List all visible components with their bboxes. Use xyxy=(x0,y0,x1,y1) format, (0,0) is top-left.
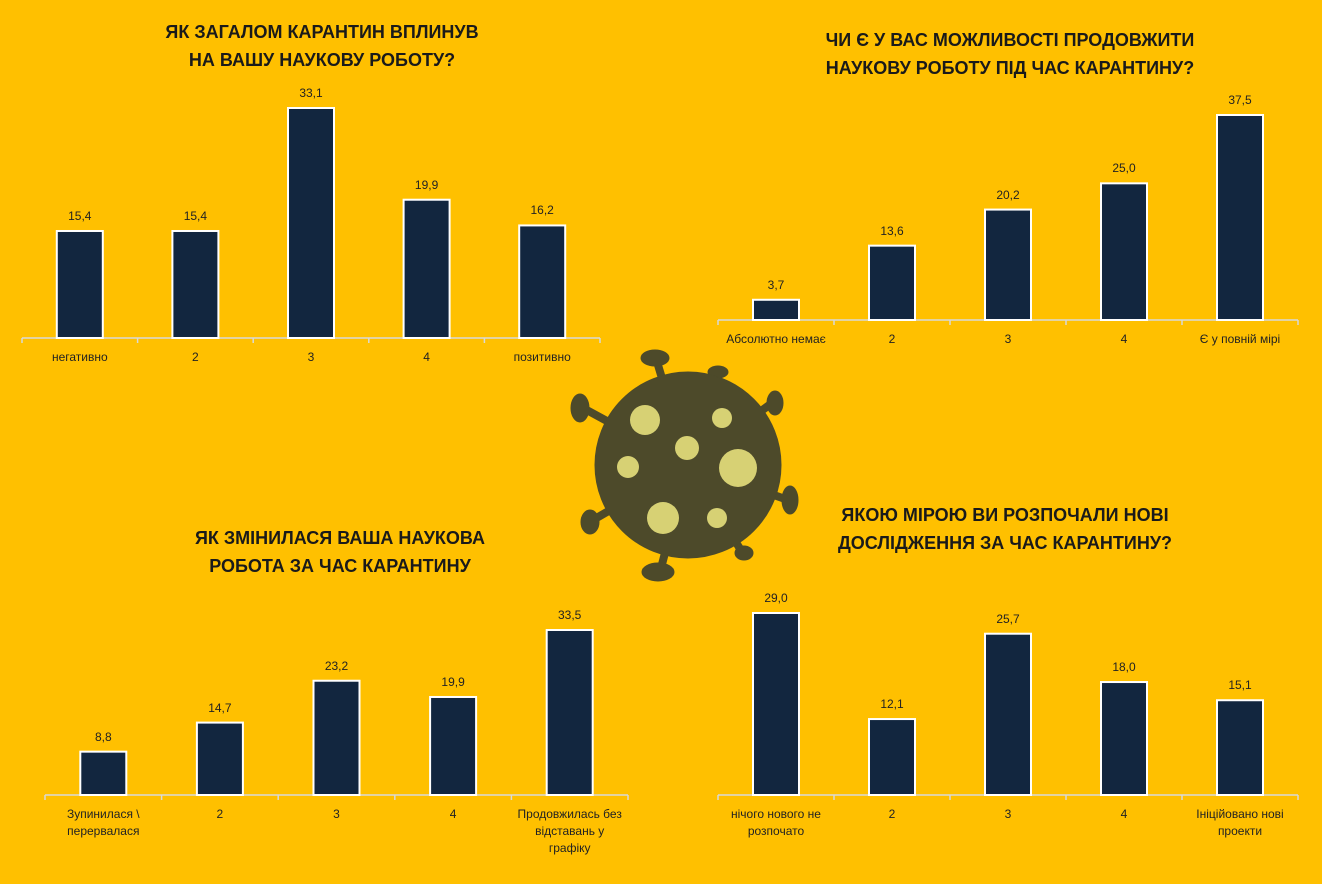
value-label: 33,1 xyxy=(299,86,323,100)
value-label: 25,0 xyxy=(1112,161,1136,176)
x-tick-label: 3 xyxy=(1004,807,1012,821)
x-tick-label: 4 xyxy=(1120,807,1128,821)
value-label: 3,7 xyxy=(767,277,785,292)
bar xyxy=(1100,182,1148,321)
bar xyxy=(171,229,220,339)
x-tick-label: Ініційовано нові проекти xyxy=(1196,807,1284,838)
x-tick-label: Зупинилася \ перервалася xyxy=(66,807,140,838)
x-tick-label: нічого нового не розпочато xyxy=(731,807,821,838)
x-tick-label: Є у повній мірі xyxy=(1199,332,1281,346)
x-tick-label: 4 xyxy=(1120,332,1128,346)
x-tick-label: негативно xyxy=(51,350,108,364)
value-label: 16,2 xyxy=(530,203,554,218)
bar xyxy=(545,629,594,796)
chart-title: ЯК ЗМІНИЛАСЯ ВАША НАУКОВА РОБОТА ЗА ЧАС … xyxy=(194,528,486,576)
bar xyxy=(518,224,567,339)
value-label: 20,2 xyxy=(996,187,1020,202)
bar xyxy=(312,679,361,796)
value-label: 15,1 xyxy=(1228,678,1252,693)
bar xyxy=(55,229,104,339)
bar xyxy=(79,750,128,797)
chart-title: ЧИ Є У ВАС МОЖЛИВОСТІ ПРОДОВЖИТИ НАУКОВУ… xyxy=(825,30,1195,78)
x-tick-label: Продовжилась без відставань у графіку xyxy=(517,807,622,855)
x-tick-label: позитивно xyxy=(513,350,571,364)
bar xyxy=(868,244,916,321)
bar xyxy=(752,298,800,322)
bar xyxy=(1100,681,1148,796)
x-tick-label: 4 xyxy=(423,350,430,364)
value-label: 18,0 xyxy=(1112,660,1136,675)
value-label: 15,4 xyxy=(68,208,92,223)
x-tick-label: Абсолютно немає xyxy=(726,332,826,346)
value-label: 12,1 xyxy=(880,697,904,712)
chart-title: ЯКОЮ МІРОЮ ВИ РОЗПОЧАЛИ НОВІ ДОСЛІДЖЕННЯ… xyxy=(837,505,1173,553)
bar xyxy=(984,208,1032,321)
x-tick-label: 2 xyxy=(216,807,224,821)
x-tick-label: 3 xyxy=(333,807,340,821)
value-label: 23,2 xyxy=(324,658,349,673)
bar xyxy=(195,721,244,796)
bar xyxy=(868,718,916,796)
value-label: 13,6 xyxy=(880,223,904,238)
value-label: 37,5 xyxy=(1228,93,1252,107)
bar xyxy=(402,198,451,339)
value-label: 25,7 xyxy=(996,611,1020,626)
value-label: 14,7 xyxy=(208,700,232,715)
x-tick-label: 4 xyxy=(449,807,457,821)
value-label: 15,4 xyxy=(183,208,208,223)
bar xyxy=(1216,114,1264,321)
value-label: 8,8 xyxy=(94,729,112,744)
value-label: 33,5 xyxy=(558,608,582,622)
bar xyxy=(429,695,478,796)
bar xyxy=(984,632,1032,796)
value-label: 19,9 xyxy=(441,674,465,689)
x-tick-label: 2 xyxy=(192,350,199,364)
x-tick-label: 3 xyxy=(307,350,315,364)
x-tick-label: 3 xyxy=(1004,332,1012,346)
value-label: 19,9 xyxy=(414,177,439,192)
bar xyxy=(287,107,335,339)
x-tick-label: 2 xyxy=(888,807,896,821)
value-label: 29,0 xyxy=(764,591,788,605)
bar xyxy=(752,612,800,796)
virus-icon xyxy=(570,349,799,582)
chart-title: ЯК ЗАГАЛОМ КАРАНТИН ВПЛИНУВ НА ВАШУ НАУК… xyxy=(165,22,479,70)
x-tick-label: 2 xyxy=(888,332,896,346)
bar xyxy=(1216,699,1264,797)
